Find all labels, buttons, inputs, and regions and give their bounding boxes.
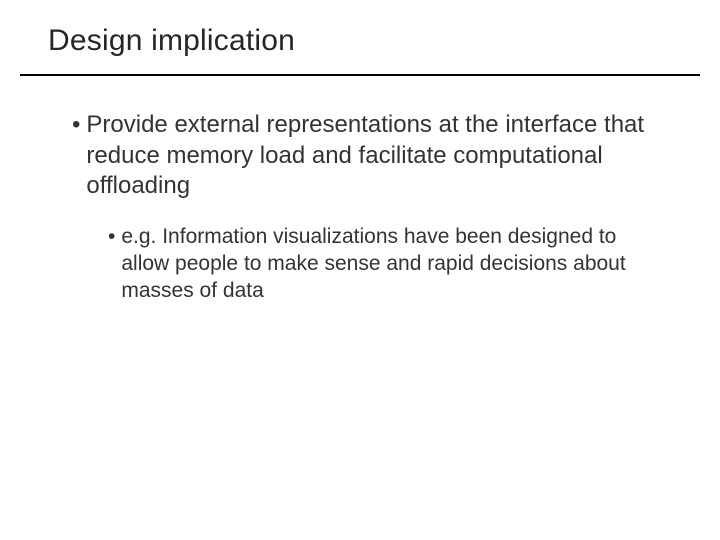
bullet-level-2: • e.g. Information visualizations have b… [108,224,660,305]
bullet-level-1-text: Provide external representations at the … [86,110,660,202]
title-underline-rule [20,74,700,76]
slide-body: • Provide external representations at th… [72,110,660,305]
slide: Design implication • Provide external re… [0,0,720,540]
bullet-dot-icon: • [72,110,80,202]
slide-title: Design implication [48,24,295,58]
bullet-level-1: • Provide external representations at th… [72,110,660,202]
bullet-level-2-text: e.g. Information visualizations have bee… [121,224,660,305]
bullet-dot-icon: • [108,224,115,305]
